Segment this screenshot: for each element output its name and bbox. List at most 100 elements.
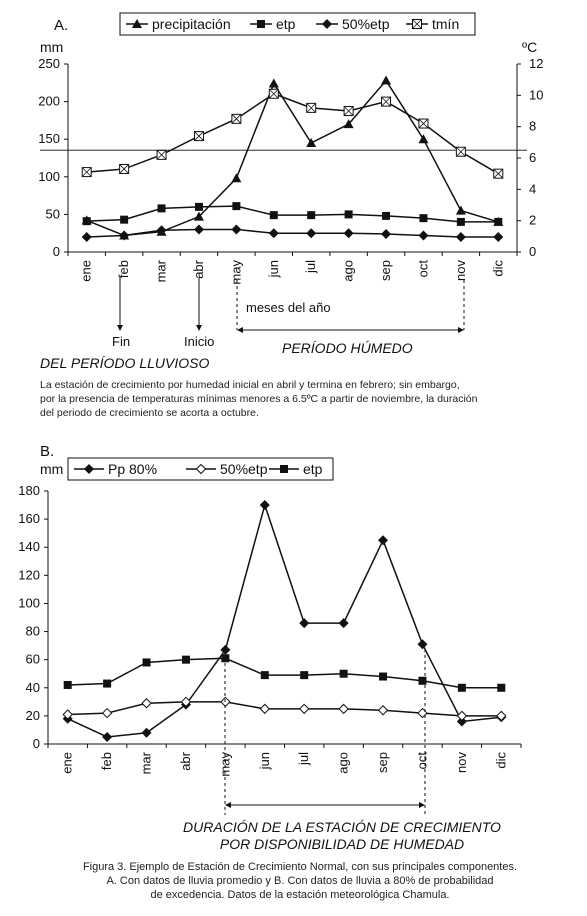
point-tm-n-ene-cross — [81, 167, 92, 177]
point-etp-abr — [181, 655, 190, 664]
note-line-3: del periodo de crecimiento se acorta a o… — [40, 407, 259, 419]
point-precipitaci-n-jul-shape — [306, 137, 317, 147]
point-tm-n-dic-cross — [493, 168, 504, 179]
point-tm-n-may-cross — [231, 114, 242, 124]
point-pp-80--oct-shape — [417, 639, 428, 650]
legend-label-etp: etp — [276, 16, 296, 32]
point-tm-n-dic — [493, 168, 504, 179]
point-etp-mar-shape — [157, 204, 166, 213]
point-50-etp-feb-shape — [119, 230, 130, 241]
point-tm-n-ago — [343, 106, 354, 116]
legend-marker-etp — [257, 20, 265, 28]
point-50-etp-dic — [493, 231, 504, 242]
point-etp-jul-shape — [300, 671, 309, 680]
point-50-etp-ago-shape — [338, 703, 349, 715]
point-tm-n-feb — [119, 163, 130, 174]
y-tick-label: 80 — [26, 624, 40, 639]
point-tm-n-sep-cross — [381, 96, 391, 107]
legend-marker-50-etp-shape — [322, 19, 332, 29]
point-50-etp-ene-shape — [62, 709, 73, 720]
point-50-etp-sep-shape — [381, 228, 392, 239]
x-tick-label-dic: dic — [493, 752, 508, 769]
chart-b-axes: 0 20 40 60 80 100 120 140 160 180 ene feb mar abr may j… — [18, 483, 522, 777]
y2-tick-label: 8 — [529, 119, 536, 134]
point-etp-abr — [194, 202, 203, 211]
point-tm-n-abr-cross — [194, 131, 204, 141]
y-tick-label: 60 — [26, 652, 40, 667]
point-tm-n-nov-cross — [456, 146, 466, 157]
point-etp-abr-shape — [194, 202, 203, 211]
duracion-line-1: DURACIÓN DE LA ESTACIÓN DE CRECIMIENTO — [183, 819, 501, 835]
x-tick-label-mar: mar — [154, 259, 169, 282]
point-etp-dic-shape — [494, 217, 503, 226]
point-etp-oct-shape — [419, 214, 428, 223]
chart-b-left-unit: mm — [40, 461, 63, 477]
x-tick-label-ene: ene — [79, 260, 94, 282]
series-line-50-etp — [67, 701, 502, 717]
point-pp-80--jun-shape — [259, 500, 270, 511]
y2-tick-label: 0 — [529, 244, 536, 259]
point-precipitaci-n-nov-shape — [455, 205, 466, 215]
point-etp-ene-shape — [63, 680, 72, 689]
chart-b-legend: Pp 80% 50%etp etp — [67, 457, 334, 481]
point-50-etp-jul-shape — [299, 703, 310, 715]
point-tm-n-ene — [81, 167, 92, 178]
point-tm-n-may — [231, 113, 242, 124]
legend-marker-50-etp — [322, 19, 332, 29]
point-precipitaci-n-abr-shape — [193, 211, 204, 221]
y-tick-label: 160 — [18, 511, 40, 526]
chart-a-legend: precipitación etp 50%etp tmín — [119, 12, 476, 36]
point-etp-nov — [457, 683, 466, 692]
point-etp-nov — [456, 217, 465, 226]
point-etp-dic — [497, 683, 506, 692]
point-precipitaci-n-jul — [306, 137, 317, 147]
point-50-etp-abr — [180, 696, 192, 708]
point-50-etp-abr-shape — [193, 224, 204, 235]
series-line-precipitaci-n — [86, 79, 499, 237]
legend-marker-tm-n-cross — [412, 19, 422, 29]
point-etp-sep — [382, 211, 391, 220]
inicio-label: Inicio — [184, 334, 214, 349]
point-etp-ene — [82, 217, 91, 226]
point-50-etp-oct — [417, 707, 428, 719]
point-tm-n-oct-cross — [418, 118, 429, 129]
periodo-humedo-label: PERÍODO HÚMEDO — [282, 340, 413, 356]
y-tick-label: 20 — [26, 708, 40, 723]
chart-a-axes: 0 50 100 150 200 250 0 2 4 6 8 10 12 ene feb mar abr may j… — [38, 56, 543, 285]
y-tick-label: 40 — [26, 680, 40, 695]
point-pp-80--mar-shape — [141, 727, 152, 738]
point-etp-sep-shape — [382, 211, 391, 220]
point-50-etp-oct-shape — [418, 230, 429, 241]
point-etp-jun — [260, 671, 269, 680]
point-tm-n-oct — [418, 118, 429, 129]
x-tick-label-sep: sep — [378, 260, 393, 281]
point-50-etp-oct-shape — [417, 707, 428, 719]
point-precipitaci-n-may — [231, 173, 242, 183]
x-tick-label-jul: jul — [296, 752, 311, 766]
y-tick-label: 120 — [18, 567, 40, 582]
point-tm-n-sep — [381, 96, 392, 107]
point-etp-feb — [103, 679, 112, 688]
point-50-etp-ene — [62, 709, 73, 720]
caption-line-3: de excedencia. Datos de la estación mete… — [150, 889, 449, 901]
y-tick-label: 140 — [18, 539, 40, 554]
point-pp-80--sep-shape — [378, 535, 389, 546]
y-tick-label: 150 — [38, 131, 60, 146]
point-etp-jun-shape — [269, 211, 278, 220]
point-tm-n-abr — [193, 131, 204, 142]
point-etp-mar-shape — [142, 658, 151, 667]
point-50-etp-nov-shape — [455, 231, 466, 242]
point-50-etp-feb — [101, 707, 113, 719]
point-precipitaci-n-abr — [193, 211, 204, 221]
point-50-etp-mar-shape — [141, 698, 152, 709]
point-50-etp-abr-shape — [180, 696, 192, 708]
legend-label-pp-80-: Pp 80% — [108, 461, 157, 477]
note-line-1: La estación de crecimiento por humedad i… — [40, 379, 460, 391]
point-etp-jul — [300, 671, 309, 680]
x-tick-label-oct: oct — [415, 260, 430, 278]
legend-marker-50-etp-shape — [195, 463, 207, 475]
x-tick-label-sep: sep — [375, 752, 390, 773]
point-tm-n-mar — [156, 149, 167, 160]
y-tick-label: 0 — [53, 244, 60, 259]
